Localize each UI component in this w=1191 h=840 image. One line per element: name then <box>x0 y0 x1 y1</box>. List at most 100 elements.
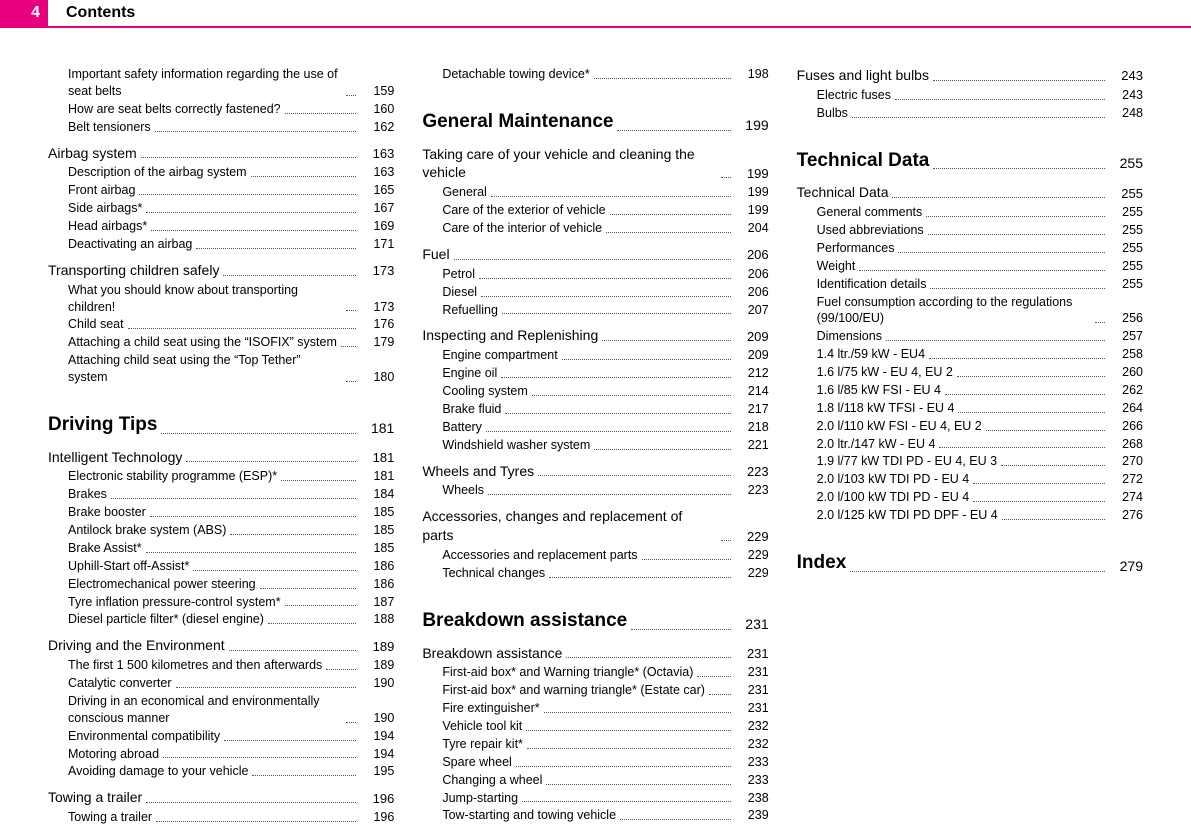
toc-section: Driving and the Environment189 <box>48 636 394 655</box>
toc-entry: Wheels223 <box>422 482 768 499</box>
toc-section: Transporting children safely173 <box>48 261 394 280</box>
toc-entry-label: Important safety information regarding t… <box>68 66 342 100</box>
leader-dots <box>850 571 1105 572</box>
toc-section-label: Technical Data <box>797 183 889 202</box>
toc-chapter: Index279 <box>797 550 1143 576</box>
toc-chapter: General Maintenance199 <box>422 109 768 135</box>
toc-section-label: Inspecting and Replenishing <box>422 326 598 345</box>
leader-dots <box>594 449 730 450</box>
toc-entry-page: 255 <box>1109 240 1143 257</box>
toc-entry-label: Attaching a child seat using the “ISOFIX… <box>68 334 337 351</box>
leader-dots <box>252 775 356 776</box>
toc-entry-label: Electronic stability programme (ESP)* <box>68 468 277 485</box>
toc-entry: Side airbags*167 <box>48 200 394 217</box>
toc-section-page: 173 <box>360 262 394 280</box>
toc-entry-label: 1.6 l/85 kW FSI - EU 4 <box>817 382 941 399</box>
leader-dots <box>526 730 730 731</box>
toc-entry-label: 2.0 l/100 kW TDI PD - EU 4 <box>817 489 970 506</box>
toc-entry-page: 229 <box>735 547 769 564</box>
toc-entry-label: First-aid box* and warning triangle* (Es… <box>442 682 705 699</box>
leader-dots <box>721 177 731 178</box>
toc-entry-page: 209 <box>735 347 769 364</box>
toc-entry-label: Cooling system <box>442 383 527 400</box>
toc-entry-page: 262 <box>1109 382 1143 399</box>
leader-dots <box>602 340 730 341</box>
toc-entry-page: 229 <box>735 565 769 582</box>
leader-dots <box>163 757 356 758</box>
toc-entry-page: 206 <box>735 284 769 301</box>
leader-dots <box>481 296 731 297</box>
toc-entry-label: 2.0 l/103 kW TDI PD - EU 4 <box>817 471 970 488</box>
leader-dots <box>930 288 1105 289</box>
toc-chapter-label: Breakdown assistance <box>422 608 627 634</box>
leader-dots <box>488 494 731 495</box>
leader-dots <box>224 740 356 741</box>
toc-entry-page: 190 <box>360 710 394 727</box>
toc-entry-label: Performances <box>817 240 895 257</box>
toc-section-page: 199 <box>735 165 769 183</box>
toc-entry-label: Changing a wheel <box>442 772 542 789</box>
leader-dots <box>546 784 730 785</box>
toc-entry: Catalytic converter190 <box>48 675 394 692</box>
toc-entry-label: What you should know about transporting … <box>68 282 342 316</box>
toc-entry: Attaching child seat using the “Top Teth… <box>48 352 394 386</box>
toc-entry-page: 176 <box>360 316 394 333</box>
toc-entry-label: 1.4 ltr./59 kW - EU4 <box>817 346 925 363</box>
leader-dots <box>502 313 731 314</box>
toc-entry-page: 196 <box>360 809 394 826</box>
leader-dots <box>895 99 1105 100</box>
toc-entry: Important safety information regarding t… <box>48 66 394 100</box>
toc-chapter-label: Index <box>797 550 847 576</box>
toc-entry-label: Brake fluid <box>442 401 501 418</box>
leader-dots <box>642 559 731 560</box>
toc-entry-label: General comments <box>817 204 923 221</box>
toc-entry-label: Diesel <box>442 284 477 301</box>
toc-entry: Detachable towing device*198 <box>422 66 768 83</box>
leader-dots <box>150 516 357 517</box>
toc-entry-label: 2.0 ltr./147 kW - EU 4 <box>817 436 936 453</box>
leader-dots <box>709 694 731 695</box>
toc-entry-page: 255 <box>1109 204 1143 221</box>
toc-entry-page: 221 <box>735 437 769 454</box>
leader-dots <box>566 657 730 658</box>
toc-entry-label: Electromechanical power steering <box>68 576 256 593</box>
toc-entry-label: Engine compartment <box>442 347 557 364</box>
toc-chapter: Technical Data255 <box>797 148 1143 174</box>
toc-entry: Technical changes229 <box>422 565 768 582</box>
toc-entry-page: 184 <box>360 486 394 503</box>
toc-entry-label: Dimensions <box>817 328 882 345</box>
leader-dots <box>606 232 731 233</box>
toc-entry: Identification details255 <box>797 276 1143 293</box>
toc-entry-page: 212 <box>735 365 769 382</box>
toc-entry-page: 276 <box>1109 507 1143 524</box>
toc-entry: Care of the exterior of vehicle199 <box>422 202 768 219</box>
toc-entry: Engine compartment 209 <box>422 347 768 364</box>
leader-dots <box>501 377 730 378</box>
toc-entry-label: Catalytic converter <box>68 675 172 692</box>
toc-entry-label: Bulbs <box>817 105 848 122</box>
leader-dots <box>128 328 357 329</box>
leader-dots <box>562 359 731 360</box>
leader-dots <box>281 480 356 481</box>
toc-entry-label: Electric fuses <box>817 87 891 104</box>
toc-entry-page: 204 <box>735 220 769 237</box>
toc-entry: Uphill-Start off-Assist*186 <box>48 558 394 575</box>
toc-entry: Petrol206 <box>422 266 768 283</box>
toc-entry-page: 232 <box>735 718 769 735</box>
leader-dots <box>1095 322 1105 323</box>
toc-entry-page: 194 <box>360 746 394 763</box>
toc-entry: Front airbag165 <box>48 182 394 199</box>
toc-body: Important safety information regarding t… <box>0 28 1191 828</box>
leader-dots <box>223 275 356 276</box>
toc-section-page: 163 <box>360 145 394 163</box>
toc-entry-label: Engine oil <box>442 365 497 382</box>
toc-entry: Weight255 <box>797 258 1143 275</box>
toc-entry-label: Front airbag <box>68 182 135 199</box>
toc-entry: Head airbags*169 <box>48 218 394 235</box>
toc-entry: Brakes184 <box>48 486 394 503</box>
toc-entry-page: 179 <box>360 334 394 351</box>
leader-dots <box>268 623 356 624</box>
toc-entry: First-aid box* and warning triangle* (Es… <box>422 682 768 699</box>
toc-entry-label: General <box>442 184 486 201</box>
leader-dots <box>544 712 731 713</box>
